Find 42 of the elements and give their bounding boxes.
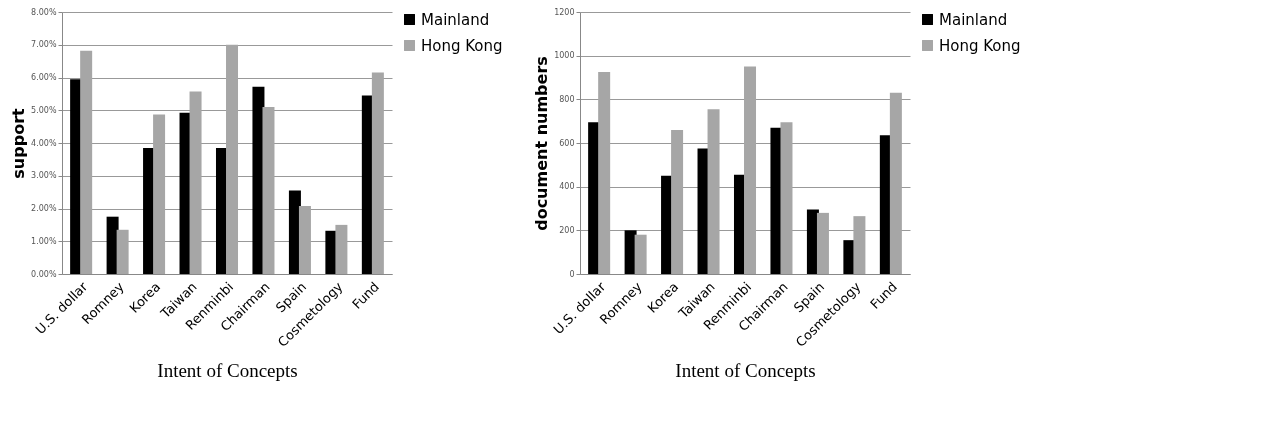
bar — [80, 50, 93, 274]
y-tick-label: 600 — [559, 138, 575, 148]
bar — [671, 129, 684, 274]
bar — [707, 109, 720, 274]
y-tick-label: 800 — [559, 94, 575, 104]
bar — [816, 212, 829, 274]
legend-label: Hong Kong — [939, 36, 1021, 55]
y-tick-label: 1000 — [554, 51, 575, 61]
bar — [634, 234, 647, 274]
bar — [189, 91, 202, 274]
bar — [853, 216, 866, 274]
y-tick-label: 3.00% — [31, 171, 57, 181]
y-tick-label: 1.00% — [31, 236, 57, 246]
y-tick-label: 7.00% — [31, 40, 57, 50]
legend-label: Mainland — [939, 10, 1008, 29]
x-axis-title: Intent of Concepts — [157, 359, 298, 381]
bar — [335, 224, 348, 274]
y-axis-title: document numbers — [532, 56, 552, 231]
x-axis-title: Intent of Concepts — [675, 359, 816, 381]
y-tick-label: 0.00% — [31, 269, 57, 279]
y-tick-label: 8.00% — [31, 7, 57, 17]
y-tick-label: 5.00% — [31, 105, 57, 115]
bar — [598, 72, 611, 274]
bar — [116, 229, 129, 274]
y-tick-label: 2.00% — [31, 204, 57, 213]
bar — [153, 114, 166, 274]
y-tick-label: 4.00% — [31, 138, 57, 148]
bar — [889, 92, 902, 274]
y-tick-label: 0 — [569, 269, 575, 279]
bar — [780, 122, 793, 274]
y-tick-label: 200 — [559, 225, 575, 235]
y-tick-label: 1200 — [554, 7, 575, 17]
legend-label: Mainland — [421, 10, 490, 29]
bar — [298, 205, 311, 274]
y-tick-label: 400 — [559, 182, 575, 192]
bar — [371, 72, 384, 274]
bar — [262, 106, 275, 274]
legend-label: Hong Kong — [421, 36, 503, 55]
bar — [744, 66, 757, 274]
y-tick-label: 6.00% — [31, 73, 57, 82]
bar — [226, 44, 239, 274]
y-axis-title: support — [9, 107, 29, 179]
